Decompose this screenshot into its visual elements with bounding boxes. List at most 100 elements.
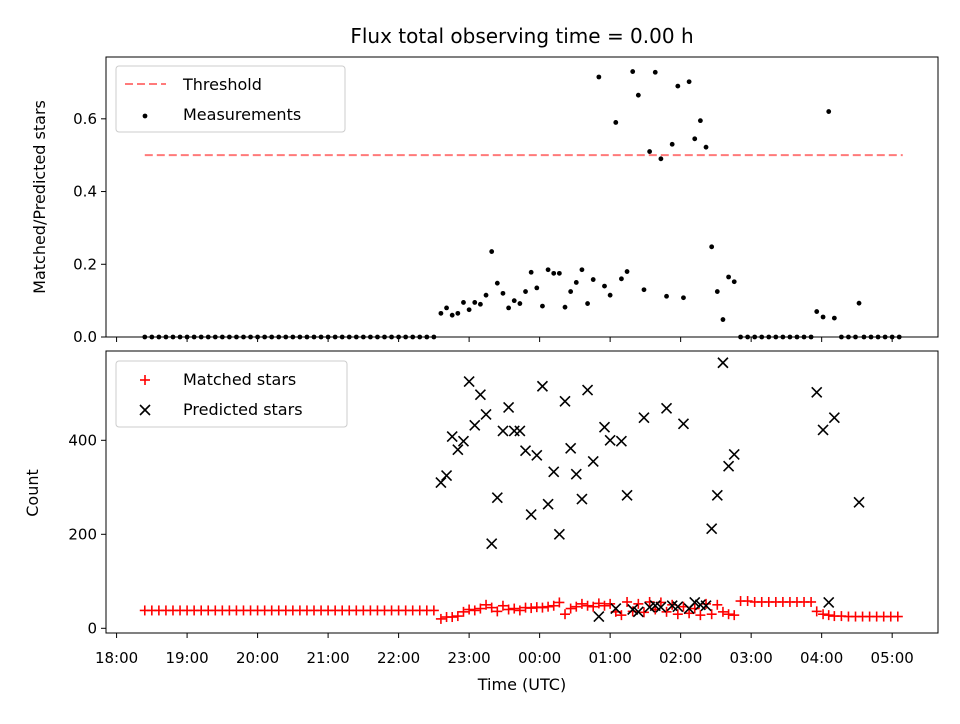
predicted-star-point xyxy=(440,469,453,482)
measurement-point xyxy=(506,305,512,311)
predicted-star-point xyxy=(514,425,526,437)
matched-star-point xyxy=(695,610,706,621)
measurement-point xyxy=(241,334,246,340)
matched-star-point xyxy=(469,605,480,616)
predicted-star-point xyxy=(536,380,549,392)
predicted-star-point xyxy=(491,492,503,504)
predicted-star-point xyxy=(853,496,865,508)
measurement-point xyxy=(846,334,851,340)
legend-measurements-label: Measurements xyxy=(183,105,301,124)
bottom-y-axis: 0 200 400 xyxy=(68,431,106,637)
xtick-label: 19:00 xyxy=(165,649,208,667)
predicted-star-point xyxy=(593,610,605,623)
measurement-point xyxy=(814,309,820,314)
measurement-point xyxy=(461,300,466,305)
predicted-star-point xyxy=(615,435,627,447)
predicted-star-point xyxy=(503,401,515,413)
measurement-point xyxy=(198,334,204,340)
measurement-point xyxy=(882,334,888,340)
matched-star-point xyxy=(717,606,728,617)
measurement-point xyxy=(853,334,858,340)
matched-star-point xyxy=(565,603,576,614)
measurement-point xyxy=(773,334,779,340)
matched-star-point xyxy=(576,598,587,609)
predicted-star-point xyxy=(452,444,464,456)
matched-star-point xyxy=(684,608,695,619)
matched-star-point xyxy=(818,609,829,620)
predicted-star-point xyxy=(817,424,829,436)
matched-star-point xyxy=(582,600,593,611)
measurement-point xyxy=(875,334,881,340)
predicted-star-point xyxy=(531,449,543,461)
measurement-point xyxy=(826,109,832,114)
measurement-point xyxy=(269,334,275,340)
matched-star-point xyxy=(481,599,492,610)
measurement-point xyxy=(573,280,579,285)
predicted-star-point xyxy=(463,375,475,388)
measurement-point xyxy=(720,317,726,322)
predicted-star-point xyxy=(689,596,701,609)
predicted-star-point xyxy=(457,435,470,447)
chart-title: Flux total observing time = 0.00 h xyxy=(350,24,693,48)
measurement-point xyxy=(624,269,630,274)
bottom-x-axis: 18:00 19:00 20:00 21:00 22:00 23:00 00:00 01:00… xyxy=(95,633,914,667)
top-y-axis-label: Matched/Predicted stars xyxy=(30,100,49,294)
predicted-star-point xyxy=(469,419,481,431)
predicted-star-point xyxy=(519,445,532,457)
measurement-point xyxy=(500,290,506,296)
xtick-label: 02:00 xyxy=(659,649,702,667)
predicted-star-point xyxy=(587,455,599,468)
matched-star-point xyxy=(672,609,683,620)
xtick-label: 21:00 xyxy=(306,649,349,667)
measurement-point xyxy=(889,334,895,340)
measurement-point xyxy=(304,334,310,340)
measurement-point xyxy=(669,141,675,147)
measurement-point xyxy=(738,334,743,340)
measurement-point xyxy=(596,74,602,80)
measurement-point xyxy=(896,334,902,340)
measurement-point xyxy=(389,334,394,340)
matched-star-point xyxy=(701,598,712,609)
matched-star-point xyxy=(723,609,734,620)
matched-star-point xyxy=(593,598,604,609)
measurement-point xyxy=(297,334,303,340)
matched-star-point xyxy=(742,596,753,607)
predicted-star-point xyxy=(660,402,673,414)
top-legend-box xyxy=(115,65,346,133)
matched-star-point xyxy=(526,603,537,614)
measurement-point xyxy=(431,334,437,340)
measurement-point xyxy=(766,334,772,340)
measurement-point xyxy=(494,280,500,286)
legend-measurements-swatch xyxy=(142,113,148,119)
measurement-point xyxy=(311,334,317,340)
measurement-point xyxy=(714,289,720,294)
predicted-star-point xyxy=(610,602,622,615)
measurement-point xyxy=(613,120,619,125)
measurement-point xyxy=(780,334,786,340)
measurement-point xyxy=(191,334,197,340)
matched-star-point xyxy=(537,602,548,613)
measurement-point xyxy=(868,334,874,340)
xtick-label: 04:00 xyxy=(800,649,843,667)
predicted-star-point xyxy=(486,538,498,550)
predicted-star-point xyxy=(582,384,594,396)
measurement-point xyxy=(697,118,703,124)
predicted-star-point xyxy=(604,434,616,446)
measurement-point xyxy=(403,334,409,340)
measurement-point xyxy=(647,149,653,154)
predicted-star-point xyxy=(474,389,486,401)
bottom-panel: 0 200 400 18:00 19:00 20:00 21:00 22:00 23:00 00… xyxy=(23,350,939,694)
matched-star-point xyxy=(548,600,559,611)
measurement-point xyxy=(255,334,260,340)
predicted-star-point xyxy=(480,408,492,421)
matched-star-point xyxy=(638,607,649,618)
measurement-point xyxy=(585,301,590,306)
measurement-point xyxy=(382,334,387,340)
measurement-point xyxy=(709,244,715,250)
predicted-star-point xyxy=(553,528,565,540)
measurement-point xyxy=(368,334,373,340)
measurement-point xyxy=(410,334,416,340)
measurement-point xyxy=(551,270,557,276)
measurement-point xyxy=(142,334,148,340)
